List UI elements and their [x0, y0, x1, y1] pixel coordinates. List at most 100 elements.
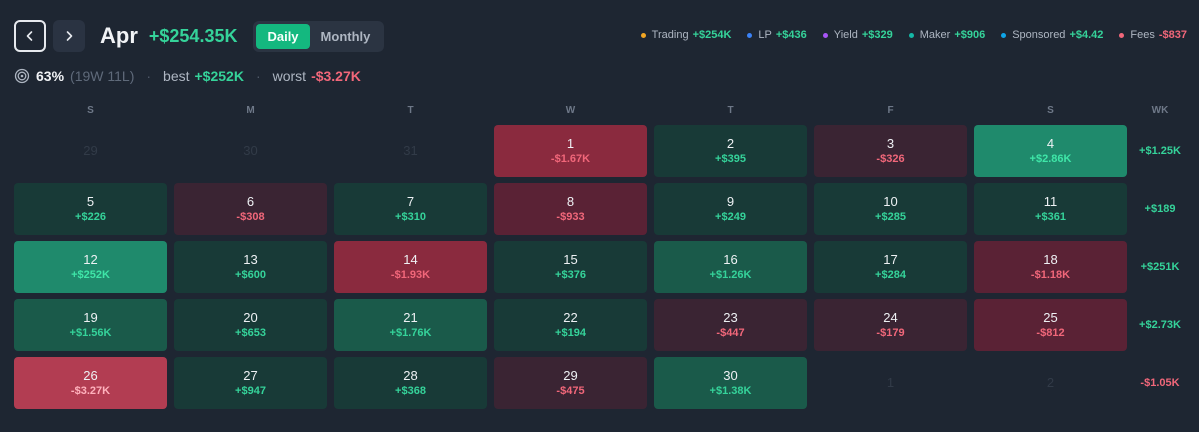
day-pnl: -$179 [876, 327, 905, 339]
day-number: 26 [83, 368, 98, 383]
calendar-day-outside-month: 31 [334, 125, 487, 177]
worst-day-value: -$3.27K [311, 68, 361, 84]
calendar-day-cell[interactable]: 10 +$285 [814, 183, 967, 235]
weekday-header: S [87, 105, 94, 116]
legend-item-yield: Yield +$329 [822, 29, 893, 41]
day-number: 13 [243, 252, 258, 267]
calendar-day-cell[interactable]: 3 -$326 [814, 125, 967, 177]
week-total: +$1.25K [1139, 145, 1181, 157]
calendar-day-cell[interactable]: 29 -$475 [494, 357, 647, 409]
calendar-day-cell[interactable]: 23 -$447 [654, 299, 807, 351]
day-pnl: +$194 [555, 327, 586, 339]
day-pnl: +$395 [715, 153, 746, 165]
chevron-right-icon [66, 31, 73, 41]
day-pnl: -$933 [556, 211, 585, 223]
legend-dot [1001, 32, 1007, 38]
calendar-day-cell[interactable]: 12 +$252K [14, 241, 167, 293]
month-total-pnl: +$254.35K [148, 25, 238, 46]
day-number: 20 [243, 310, 258, 325]
calendar-day-cell[interactable]: 5 +$226 [14, 183, 167, 235]
day-pnl: +$1.26K [709, 269, 752, 281]
day-pnl: -$326 [876, 153, 905, 165]
weekday-header: T [727, 105, 734, 116]
day-number: 5 [86, 194, 95, 209]
week-total: +$2.73K [1139, 319, 1181, 331]
calendar-day-cell[interactable]: 26 -$3.27K [14, 357, 167, 409]
day-number: 2 [726, 136, 735, 151]
legend-dot [640, 32, 646, 38]
daily-toggle-button[interactable]: Daily [256, 23, 310, 49]
day-number: 28 [403, 368, 418, 383]
calendar-day-cell[interactable]: 8 -$933 [494, 183, 647, 235]
day-number: 6 [246, 194, 255, 209]
day-number: 25 [1043, 310, 1058, 325]
calendar-day-cell[interactable]: 24 -$179 [814, 299, 967, 351]
day-number: 12 [83, 252, 98, 267]
day-pnl: -$475 [556, 385, 585, 397]
day-number: 16 [723, 252, 738, 267]
legend-value: -$837 [1158, 29, 1187, 41]
win-rate: 63% [36, 68, 65, 84]
legend-label: Fees [1130, 29, 1155, 41]
calendar-day-cell[interactable]: 19 +$1.56K [14, 299, 167, 351]
day-number: 17 [883, 252, 898, 267]
day-number: 10 [883, 194, 898, 209]
day-number: 22 [563, 310, 578, 325]
best-label: best [163, 68, 190, 84]
chevron-left-icon [26, 31, 33, 41]
calendar-day-cell[interactable]: 20 +$653 [174, 299, 327, 351]
weekday-header: WK [1151, 105, 1169, 116]
day-number: 3 [886, 136, 895, 151]
day-pnl: +$368 [395, 385, 426, 397]
day-pnl: +$361 [1035, 211, 1066, 223]
next-month-button[interactable] [53, 20, 85, 52]
day-pnl: +$226 [75, 211, 106, 223]
calendar-day-cell[interactable]: 25 -$812 [974, 299, 1127, 351]
day-number: 27 [243, 368, 258, 383]
day-pnl: +$2.86K [1029, 153, 1072, 165]
calendar-day-outside-month: 1 [814, 357, 967, 409]
day-number: 30 [723, 368, 738, 383]
calendar-day-cell[interactable]: 28 +$368 [334, 357, 487, 409]
calendar-day-cell[interactable]: 27 +$947 [174, 357, 327, 409]
day-number: 30 [243, 143, 258, 158]
calendar-day-cell[interactable]: 14 -$1.93K [334, 241, 487, 293]
calendar-day-cell[interactable]: 15 +$376 [494, 241, 647, 293]
weekday-header: T [407, 105, 414, 116]
calendar-day-cell[interactable]: 1 -$1.67K [494, 125, 647, 177]
legend-item-lp: LP +$436 [747, 29, 807, 41]
day-number: 1 [886, 375, 895, 390]
weekday-header: F [887, 105, 894, 116]
calendar-day-cell[interactable]: 16 +$1.26K [654, 241, 807, 293]
legend-item-fees: Fees -$837 [1119, 29, 1187, 41]
week-total: +$189 [1144, 203, 1176, 215]
calendar-day-cell[interactable]: 17 +$284 [814, 241, 967, 293]
calendar-day-cell[interactable]: 9 +$249 [654, 183, 807, 235]
day-number: 2 [1046, 375, 1055, 390]
calendar-day-cell[interactable]: 6 -$308 [174, 183, 327, 235]
calendar-day-cell[interactable]: 4 +$2.86K [974, 125, 1127, 177]
day-number: 7 [406, 194, 415, 209]
weekday-header: M [246, 105, 255, 116]
legend-item-trading: Trading +$254K [640, 29, 731, 41]
calendar-day-cell[interactable]: 18 -$1.18K [974, 241, 1127, 293]
week-total: -$1.05K [1140, 377, 1180, 389]
day-pnl: +$310 [395, 211, 426, 223]
calendar-day-cell[interactable]: 2 +$395 [654, 125, 807, 177]
legend-label: Yield [833, 29, 858, 41]
calendar-day-cell[interactable]: 13 +$600 [174, 241, 327, 293]
calendar-day-cell[interactable]: 21 +$1.76K [334, 299, 487, 351]
day-number: 29 [83, 143, 98, 158]
separator-dot: · [255, 68, 261, 84]
calendar-day-cell[interactable]: 22 +$194 [494, 299, 647, 351]
legend-value: +$4.42 [1069, 29, 1104, 41]
monthly-toggle-button[interactable]: Monthly [320, 28, 371, 44]
previous-month-button[interactable] [14, 20, 46, 52]
day-number: 14 [403, 252, 418, 267]
calendar-day-cell[interactable]: 7 +$310 [334, 183, 487, 235]
calendar-day-cell[interactable]: 30 +$1.38K [654, 357, 807, 409]
day-pnl: +$249 [715, 211, 746, 223]
day-pnl: +$285 [875, 211, 906, 223]
legend-dot [822, 32, 828, 38]
calendar-day-cell[interactable]: 11 +$361 [974, 183, 1127, 235]
